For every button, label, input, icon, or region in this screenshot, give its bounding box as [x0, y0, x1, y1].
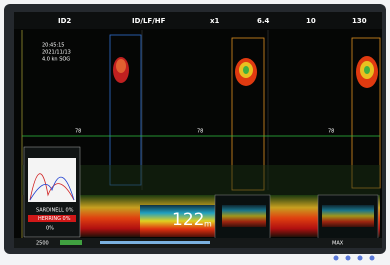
icon[interactable]	[346, 256, 351, 261]
speed: 4.0 kn SOG	[42, 57, 70, 63]
status-indicator	[60, 240, 82, 245]
species-row: 0%	[46, 226, 54, 232]
depth-marker: 78	[75, 129, 81, 135]
echo	[364, 66, 370, 74]
icon[interactable]	[370, 256, 375, 261]
status-max: MAX	[332, 241, 344, 247]
depth-value: 122	[172, 210, 204, 230]
icon[interactable]	[334, 256, 339, 261]
depth-marker: 78	[328, 129, 334, 135]
echo	[243, 66, 249, 74]
date: 2021/11/13	[42, 50, 71, 56]
gain: 6.4	[257, 17, 270, 25]
sonar-screenshot: ID2 ID/LF/HF x1 6.4 10 130 20:45:15 2021…	[0, 0, 390, 265]
species-row: HERRING 0%	[38, 216, 71, 222]
status-range: 2500	[36, 241, 49, 247]
icon[interactable]	[358, 256, 363, 261]
sub-panel-plot	[322, 205, 374, 227]
range-start: 10	[306, 17, 316, 25]
progress	[100, 241, 210, 244]
species-row: SARDINELL 0%	[36, 208, 74, 214]
frequency: ID/LF/HF	[132, 17, 166, 25]
zoom: x1	[210, 17, 220, 25]
mode: ID2	[58, 17, 71, 25]
sub-panel-plot	[222, 205, 266, 227]
time: 20:45:15	[42, 43, 64, 49]
range-end: 130	[352, 17, 367, 25]
depth-marker: 78	[197, 129, 203, 135]
depth-unit: m	[204, 220, 212, 229]
echo	[116, 59, 126, 73]
